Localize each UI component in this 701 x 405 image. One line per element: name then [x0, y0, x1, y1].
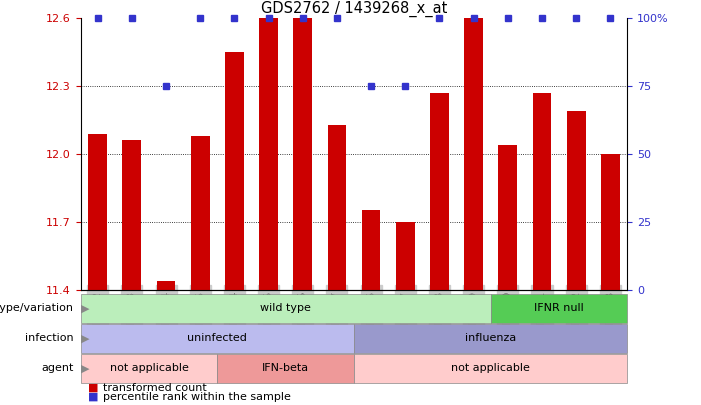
Bar	[362, 211, 381, 290]
Bar	[601, 154, 620, 290]
Text: ▶: ▶	[81, 363, 90, 373]
Bar	[156, 281, 175, 290]
Bar	[491, 294, 627, 323]
Bar	[354, 324, 627, 353]
Bar	[354, 354, 627, 383]
Bar	[191, 136, 210, 290]
Text: percentile rank within the sample: percentile rank within the sample	[103, 392, 291, 402]
Bar	[498, 145, 517, 290]
Bar	[123, 140, 142, 290]
Text: wild type: wild type	[260, 303, 311, 313]
Title: GDS2762 / 1439268_x_at: GDS2762 / 1439268_x_at	[261, 1, 447, 17]
Bar	[464, 18, 483, 290]
Text: infection: infection	[25, 333, 74, 343]
Bar	[293, 18, 312, 290]
Text: IFN-beta: IFN-beta	[262, 363, 309, 373]
Bar	[566, 111, 585, 290]
Bar	[81, 294, 491, 323]
Text: ■: ■	[88, 392, 98, 402]
Bar	[81, 354, 217, 383]
Bar	[533, 93, 552, 290]
Text: genotype/variation: genotype/variation	[0, 303, 74, 313]
Bar	[327, 124, 346, 290]
Bar	[259, 18, 278, 290]
Text: ■: ■	[88, 383, 98, 392]
Text: IFNR null: IFNR null	[534, 303, 584, 313]
Text: uninfected: uninfected	[187, 333, 247, 343]
Bar	[396, 222, 415, 290]
Bar	[217, 354, 354, 383]
Text: transformed count: transformed count	[103, 383, 207, 392]
Bar	[225, 52, 244, 290]
Text: ▶: ▶	[81, 333, 90, 343]
Bar	[81, 324, 354, 353]
Text: agent: agent	[41, 363, 74, 373]
Bar	[88, 134, 107, 290]
Text: not applicable: not applicable	[451, 363, 530, 373]
Text: influenza: influenza	[465, 333, 517, 343]
Text: not applicable: not applicable	[109, 363, 189, 373]
Text: ▶: ▶	[81, 303, 90, 313]
Bar	[430, 93, 449, 290]
